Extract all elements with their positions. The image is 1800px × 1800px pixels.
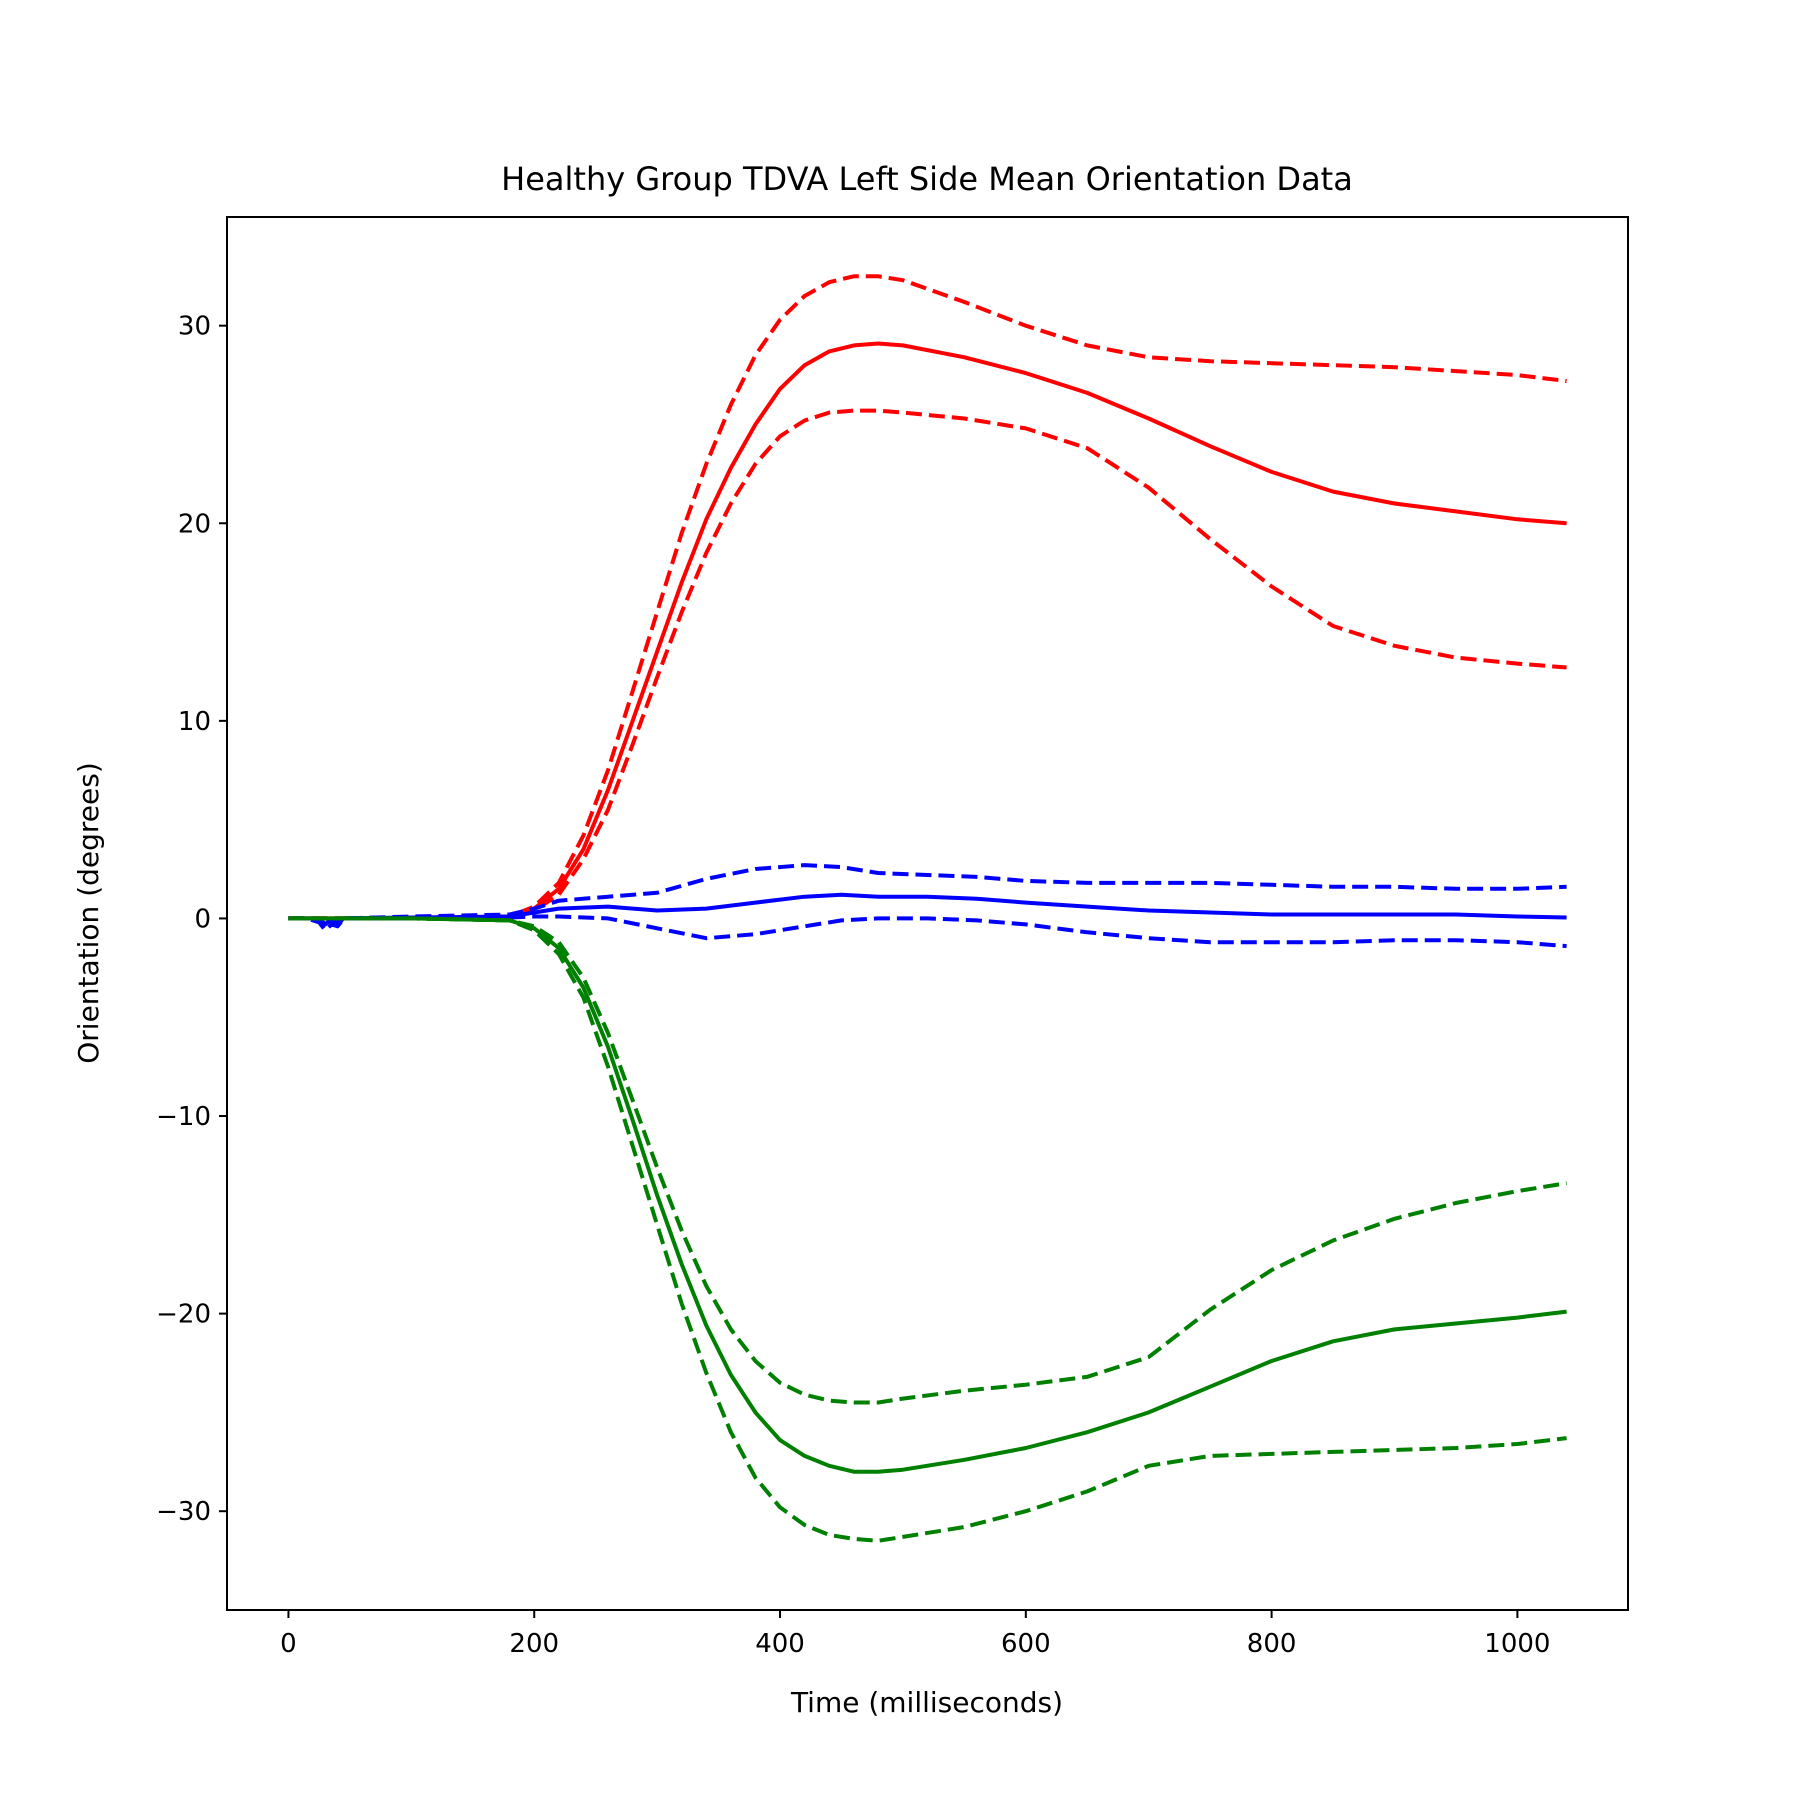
plot-frame <box>226 216 1629 1611</box>
x-axis-label: Time (milliseconds) <box>790 1686 1063 1719</box>
y-tick-label: −30 <box>156 1497 211 1527</box>
red-dashed-line-1 <box>288 274 1567 921</box>
x-tick-label: 800 <box>1247 1629 1297 1659</box>
chart-title: Healthy Group TDVA Left Side Mean Orient… <box>501 160 1353 198</box>
red-solid-line-1 <box>288 341 1567 921</box>
x-tick-label: 200 <box>509 1629 559 1659</box>
x-tick-label: 0 <box>280 1629 297 1659</box>
green-dashed-line-1 <box>288 916 1567 1543</box>
y-tick-label: 30 <box>178 312 211 342</box>
y-tick-label: −20 <box>156 1300 211 1330</box>
blue-solid-line-1 <box>288 892 1567 927</box>
x-tick-label: 600 <box>1001 1629 1051 1659</box>
y-tick-label: −10 <box>156 1102 211 1132</box>
green-solid-line-1 <box>288 916 1567 1474</box>
y-tick-label: 10 <box>178 707 211 737</box>
red-dashed-line-2 <box>288 408 1567 921</box>
series-layer <box>288 274 1567 1543</box>
y-axis-label: Orientation (degrees) <box>72 762 105 1064</box>
y-tick-label: 20 <box>178 509 211 539</box>
x-tick-label: 1000 <box>1484 1629 1550 1659</box>
blue-dashed-line-2 <box>288 914 1567 949</box>
tick-layer: 0 200 400 600 800 1000 −30 −20 −10 0 10 20 30 <box>156 312 1550 1659</box>
y-tick-label: 0 <box>194 904 211 934</box>
green-dashed-line-2 <box>288 916 1567 1405</box>
x-tick-label: 400 <box>755 1629 805 1659</box>
